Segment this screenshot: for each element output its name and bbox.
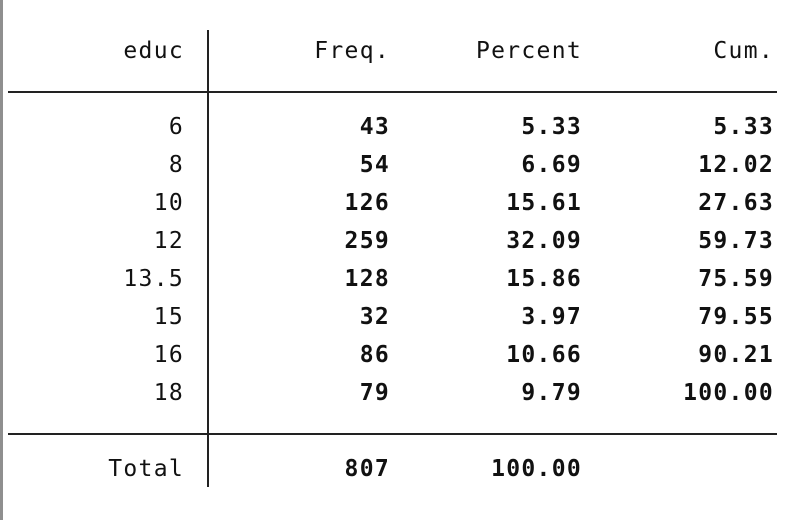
freq-value: 32: [359, 304, 390, 330]
total-percent: 100.00: [491, 456, 582, 482]
percent-value: 5.33: [521, 114, 582, 140]
percent-value: 3.97: [521, 304, 582, 330]
educ-value: 12: [153, 228, 184, 254]
percent-value: 15.86: [506, 266, 582, 292]
freq-value: 54: [359, 152, 390, 178]
educ-value: 18: [153, 380, 184, 406]
educ-value: 10: [153, 190, 184, 216]
header-educ: educ: [123, 38, 184, 64]
cum-value: 75.59: [698, 266, 774, 292]
freq-value: 86: [359, 342, 390, 368]
header-divider: [8, 91, 777, 93]
cum-value: 12.02: [698, 152, 774, 178]
cum-value: 27.63: [698, 190, 774, 216]
cum-value: 90.21: [698, 342, 774, 368]
freq-value: 43: [359, 114, 390, 140]
header-freq: Freq.: [314, 38, 390, 64]
cum-value: 100.00: [683, 380, 774, 406]
cum-value: 5.33: [713, 114, 774, 140]
percent-value: 10.66: [506, 342, 582, 368]
percent-value: 32.09: [506, 228, 582, 254]
educ-value: 16: [153, 342, 184, 368]
freq-value: 259: [344, 228, 390, 254]
total-divider: [8, 433, 777, 435]
freq-value: 79: [359, 380, 390, 406]
percent-value: 15.61: [506, 190, 582, 216]
total-label: Total: [108, 456, 184, 482]
freq-value: 126: [344, 190, 390, 216]
educ-value: 15: [153, 304, 184, 330]
percent-value: 9.79: [521, 380, 582, 406]
window-left-border: [0, 0, 3, 520]
header-percent: Percent: [475, 38, 582, 64]
educ-value: 13.5: [123, 266, 184, 292]
educ-value: 6: [168, 114, 184, 140]
percent-value: 6.69: [521, 152, 582, 178]
header-cum: Cum.: [713, 38, 774, 64]
educ-value: 8: [168, 152, 184, 178]
cum-value: 59.73: [698, 228, 774, 254]
cum-value: 79.55: [698, 304, 774, 330]
label-column-divider: [207, 30, 209, 487]
freq-value: 128: [344, 266, 390, 292]
total-freq: 807: [344, 456, 390, 482]
